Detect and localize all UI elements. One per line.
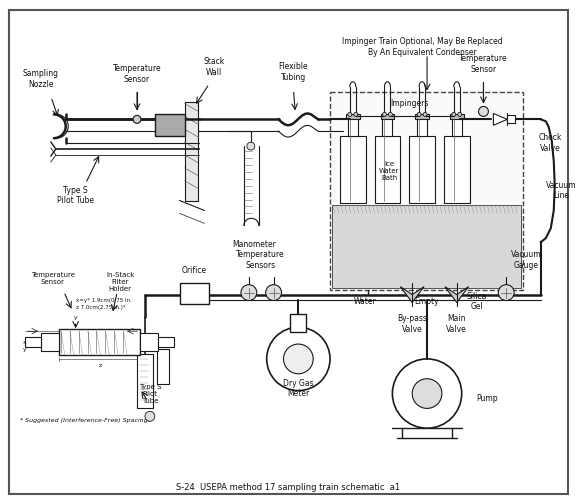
Circle shape <box>423 112 427 116</box>
Text: Manometer: Manometer <box>232 240 276 249</box>
Circle shape <box>412 379 442 408</box>
Bar <box>59 329 140 355</box>
Bar <box>450 114 463 119</box>
Text: Flexible
Tubing: Flexible Tubing <box>278 62 308 82</box>
Text: Temperature
Sensor: Temperature Sensor <box>459 54 508 74</box>
Bar <box>140 333 158 351</box>
Bar <box>382 118 393 136</box>
Circle shape <box>241 285 257 300</box>
Bar <box>137 354 153 408</box>
Circle shape <box>266 285 281 300</box>
Text: Empty: Empty <box>415 297 440 306</box>
Bar <box>157 349 169 384</box>
Polygon shape <box>445 287 469 302</box>
Bar <box>330 92 523 290</box>
Bar <box>25 337 41 347</box>
Text: * Suggested (Interference-Free) Spacings: * Suggested (Interference-Free) Spacings <box>20 418 151 423</box>
Text: By-pass
Valve: By-pass Valve <box>397 314 427 334</box>
Text: x: x <box>23 340 27 345</box>
Text: Temperature
Sensor: Temperature Sensor <box>113 65 161 84</box>
Bar <box>415 114 429 119</box>
Bar <box>155 114 184 136</box>
Bar <box>340 136 365 204</box>
Text: Main
Valve: Main Valve <box>447 314 467 334</box>
Circle shape <box>417 112 421 116</box>
Text: Dry Gas
Meter: Dry Gas Meter <box>283 379 314 398</box>
Text: Type S
Pilot
Tube: Type S Pilot Tube <box>139 384 161 404</box>
Text: z: z <box>99 363 102 368</box>
Circle shape <box>382 112 386 116</box>
Bar <box>417 118 427 136</box>
Circle shape <box>348 112 352 116</box>
Text: Vacuum
Line: Vacuum Line <box>546 181 577 200</box>
Bar <box>291 314 306 332</box>
Text: Stack
Wall: Stack Wall <box>204 57 225 77</box>
Polygon shape <box>400 287 424 302</box>
Text: x=y* 1.9cm(0.75 in.: x=y* 1.9cm(0.75 in. <box>75 297 132 302</box>
Text: Impinger Train Optional, May Be Replaced
By An Equivalent Condenser: Impinger Train Optional, May Be Replaced… <box>342 37 502 56</box>
Circle shape <box>284 344 313 374</box>
Bar <box>184 101 198 201</box>
Text: Temperature
Sensor: Temperature Sensor <box>31 272 75 285</box>
Circle shape <box>498 285 514 300</box>
Circle shape <box>247 142 255 150</box>
Text: Impingers: Impingers <box>390 99 429 108</box>
Bar <box>380 114 394 119</box>
Text: S-24  USEPA method 17 sampling train schematic  a1: S-24 USEPA method 17 sampling train sche… <box>176 482 401 491</box>
Circle shape <box>133 115 141 123</box>
Bar <box>158 337 173 347</box>
Text: y: y <box>74 316 78 321</box>
Text: Vacuum
Gauge: Vacuum Gauge <box>511 250 541 270</box>
Circle shape <box>145 411 155 421</box>
Circle shape <box>452 112 456 116</box>
Circle shape <box>354 112 358 116</box>
Text: Type S
Pilot Tube: Type S Pilot Tube <box>57 185 94 205</box>
Text: In-Stack
Filter
Holder: In-Stack Filter Holder <box>106 272 135 292</box>
Bar <box>346 114 360 119</box>
Text: Sampling
Nozzle: Sampling Nozzle <box>23 69 59 89</box>
Text: Pump: Pump <box>477 394 498 403</box>
Bar <box>444 136 470 204</box>
Bar <box>332 206 521 288</box>
Bar <box>375 136 400 204</box>
Circle shape <box>267 327 330 391</box>
Circle shape <box>458 112 462 116</box>
Text: Silica
Gel: Silica Gel <box>466 292 487 311</box>
Polygon shape <box>494 113 508 125</box>
Circle shape <box>393 359 462 428</box>
Circle shape <box>389 112 393 116</box>
Bar <box>508 115 515 123</box>
Circle shape <box>478 106 488 116</box>
Text: Water: Water <box>353 297 376 306</box>
Text: z 7.0cm(2.75 in.)*: z 7.0cm(2.75 in.)* <box>75 305 125 310</box>
Text: Orifice: Orifice <box>182 266 207 275</box>
Bar <box>180 283 209 304</box>
Text: Temperature
Sensors: Temperature Sensors <box>237 250 285 270</box>
Bar <box>452 118 462 136</box>
Bar <box>409 136 435 204</box>
Text: y: y <box>23 347 27 351</box>
Text: Check
Valve: Check Valve <box>539 133 563 153</box>
Bar <box>348 118 358 136</box>
Text: Ice
Water
Bath: Ice Water Bath <box>379 161 400 181</box>
Bar <box>41 333 59 351</box>
